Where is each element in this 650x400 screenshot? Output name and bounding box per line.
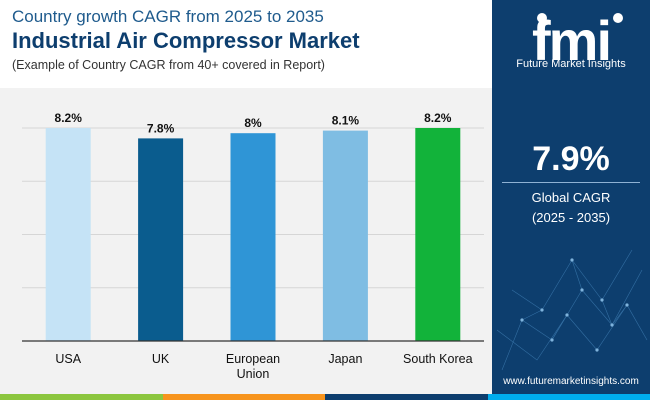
category-label: USA bbox=[55, 352, 81, 366]
chart-header: Country growth CAGR from 2025 to 2035 In… bbox=[12, 6, 492, 74]
bottom-bar-segment bbox=[162, 394, 325, 400]
category-label: South Korea bbox=[403, 352, 473, 366]
bottom-bar-segment bbox=[325, 394, 488, 400]
global-cagr-value: 7.9% bbox=[532, 140, 610, 178]
chart-subtitle: Country growth CAGR from 2025 to 2035 bbox=[12, 7, 324, 26]
cagr-divider bbox=[502, 182, 640, 183]
data-label: 8.2% bbox=[55, 111, 83, 125]
bottom-bar-segment bbox=[0, 394, 163, 400]
logo-subtext: Future Market Insights bbox=[516, 58, 626, 70]
data-label: 7.8% bbox=[147, 121, 175, 135]
fmi-logo: fmi bbox=[532, 10, 623, 70]
bar bbox=[138, 138, 184, 341]
global-cagr-label: Global CAGR (2025 - 2035) bbox=[492, 188, 650, 228]
logo-dot bbox=[613, 13, 623, 23]
bottom-bar-segment bbox=[487, 394, 650, 400]
network-graphic bbox=[496, 249, 648, 371]
chart-note: (Example of Country CAGR from 40+ covere… bbox=[12, 58, 325, 72]
category-label: Union bbox=[237, 367, 270, 381]
category-label: European bbox=[226, 352, 280, 366]
data-label: 8% bbox=[244, 116, 262, 130]
cagr-period-text: (2025 - 2035) bbox=[531, 210, 611, 225]
data-label: 8.1% bbox=[332, 114, 360, 128]
cagr-label-text: Global CAGR bbox=[531, 190, 611, 205]
category-label: UK bbox=[152, 352, 170, 366]
data-label: 8.2% bbox=[424, 111, 452, 125]
bar bbox=[415, 128, 461, 341]
chart-title: Industrial Air Compressor Market bbox=[12, 28, 360, 53]
website-url: www.futuremarketinsights.com bbox=[503, 376, 639, 387]
category-label: Japan bbox=[328, 352, 362, 366]
bottom-color-bar bbox=[0, 394, 650, 400]
bar bbox=[322, 130, 368, 341]
logo-dot bbox=[537, 13, 547, 23]
bar bbox=[230, 133, 276, 341]
sidebar-panel: fmi Future Market Insights 7.9% Global C… bbox=[492, 0, 650, 394]
bar bbox=[45, 128, 91, 341]
chart-area: 8.2% USA 7.8% UK 8% European Union 8.1% Japan 8.2… bbox=[0, 88, 492, 394]
